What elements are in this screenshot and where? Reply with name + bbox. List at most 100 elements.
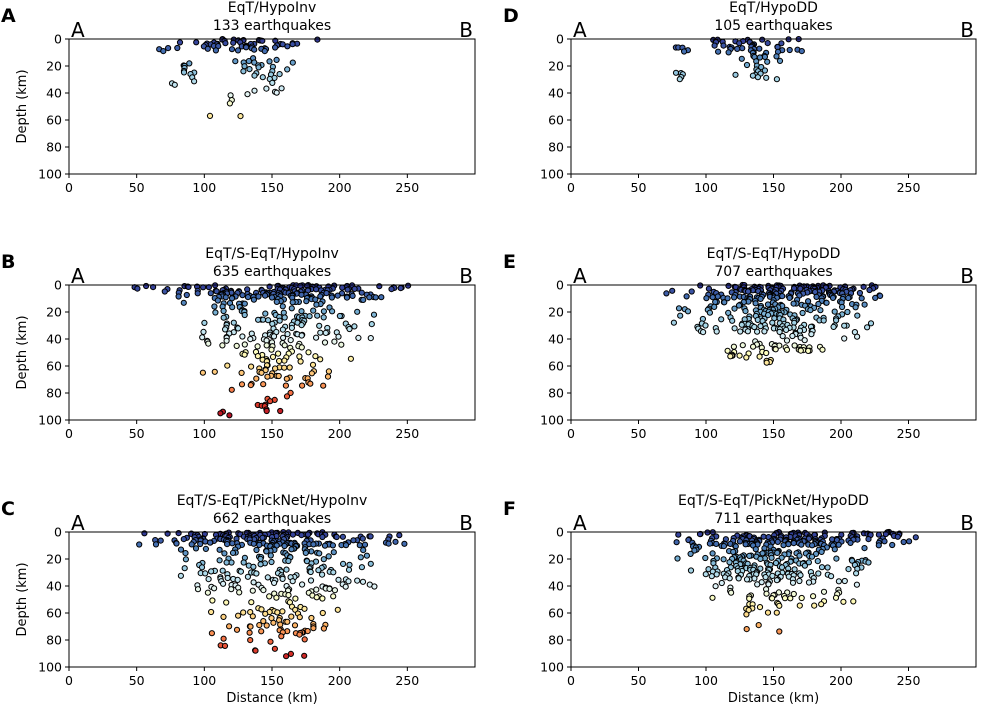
x-tick-label: 250	[395, 426, 419, 441]
earthquake-point	[743, 626, 750, 633]
earthquake-point	[273, 298, 280, 305]
earthquake-point	[185, 283, 192, 290]
earthquake-point	[789, 579, 797, 586]
earthquake-point	[778, 40, 785, 47]
earthquake-point	[764, 609, 772, 616]
earthquake-point	[246, 629, 253, 636]
earthquake-point	[346, 325, 353, 333]
earthquake-point	[241, 341, 248, 348]
panel-subtitle: 707 earthquakes	[714, 264, 832, 280]
earthquake-point	[366, 294, 373, 301]
earthquake-point	[776, 57, 784, 65]
y-tick-label: 80	[46, 386, 62, 401]
earthquake-point	[339, 284, 346, 291]
earthquake-point	[768, 554, 775, 561]
earthquake-point	[354, 577, 361, 584]
earthquake-point	[237, 568, 244, 575]
earthquake-point	[174, 44, 181, 52]
earthquake-point	[824, 564, 831, 571]
earthquake-point	[735, 575, 742, 582]
earthquake-point	[797, 572, 804, 579]
earthquake-point	[808, 331, 815, 338]
earthquake-point	[298, 332, 305, 339]
earthquake-point	[209, 597, 216, 604]
earthquake-point	[320, 308, 327, 315]
earthquake-point	[853, 581, 861, 588]
earthquake-point	[750, 343, 757, 350]
earthquake-point	[320, 314, 327, 321]
earthquake-point	[830, 323, 837, 330]
earthquake-point	[289, 41, 296, 48]
earthquake-point	[220, 307, 227, 315]
profile-start-label: A	[573, 511, 587, 535]
x-tick-label: 50	[631, 426, 647, 441]
earthquake-point	[258, 628, 265, 635]
earthquake-point	[219, 342, 226, 349]
earthquake-point	[308, 614, 315, 622]
earthquake-point	[188, 541, 195, 548]
earthquake-point	[278, 633, 285, 640]
earthquake-point	[796, 577, 803, 585]
earthquake-point	[833, 555, 840, 562]
earthquake-point	[307, 380, 314, 387]
earthquake-point	[211, 585, 218, 592]
earthquake-point	[683, 293, 690, 300]
earthquake-point	[320, 556, 327, 563]
earthquake-point	[229, 304, 236, 311]
earthquake-point	[832, 594, 840, 601]
earthquake-point	[783, 346, 791, 353]
earthquake-point	[246, 66, 253, 73]
earthquake-point	[152, 541, 160, 548]
earthquake-point	[785, 541, 792, 548]
earthquake-point	[818, 564, 826, 571]
earthquake-point	[289, 299, 296, 306]
earthquake-point	[313, 301, 320, 308]
earthquake-point	[798, 48, 805, 55]
profile-start-label: A	[573, 264, 587, 288]
earthquake-point	[739, 45, 746, 52]
earthquake-point	[180, 536, 187, 543]
earthquake-point	[712, 583, 719, 590]
earthquake-point	[213, 288, 220, 295]
earthquake-point	[401, 540, 408, 547]
earthquake-point	[263, 407, 270, 415]
earthquake-point	[342, 583, 349, 590]
earthquake-point	[194, 290, 201, 297]
earthquake-point	[840, 598, 847, 605]
earthquake-point	[329, 308, 336, 315]
y-tick-label: 60	[46, 113, 62, 128]
earthquake-point	[805, 298, 812, 305]
earthquake-point	[285, 592, 292, 599]
earthquake-point	[316, 550, 323, 557]
earthquake-point	[205, 340, 212, 347]
earthquake-point	[259, 74, 266, 81]
earthquake-point	[360, 296, 367, 303]
earthquake-point	[709, 294, 716, 301]
earthquake-point	[349, 292, 356, 299]
earthquake-point	[331, 587, 338, 594]
earthquake-point	[852, 304, 859, 311]
earthquake-point	[288, 305, 295, 312]
earthquake-point	[319, 533, 326, 541]
earthquake-point	[264, 373, 271, 380]
earthquake-point	[772, 346, 779, 353]
earthquake-point	[263, 622, 270, 629]
earthquake-point	[286, 364, 293, 371]
earthquake-point	[257, 561, 264, 568]
earthquake-point	[305, 349, 312, 356]
earthquake-point	[663, 290, 670, 297]
earthquake-point	[358, 564, 365, 571]
earthquake-point	[206, 112, 214, 120]
earthquake-point	[253, 546, 260, 554]
earthquake-point	[317, 356, 324, 363]
earthquake-point	[815, 570, 822, 577]
earthquake-point	[829, 294, 837, 301]
earthquake-point	[310, 625, 317, 632]
earthquake-point	[736, 40, 743, 47]
earthquake-point	[756, 45, 763, 52]
earthquake-point	[233, 342, 240, 349]
earthquake-point	[900, 538, 907, 546]
earthquake-point	[268, 558, 275, 566]
earthquake-point	[672, 69, 680, 76]
y-tick-label: 40	[548, 579, 564, 594]
